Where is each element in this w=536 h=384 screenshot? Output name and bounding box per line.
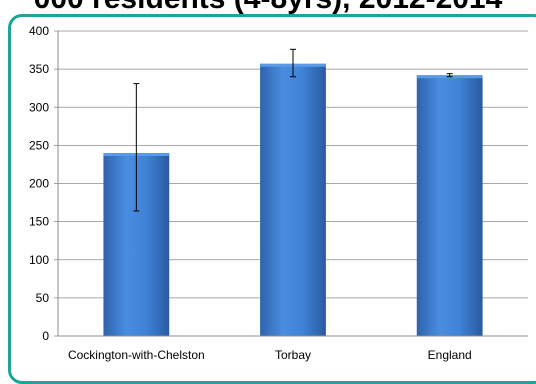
y-tick-label-350: 350 <box>29 62 49 76</box>
bar-2 <box>416 75 483 336</box>
error-bar-0 <box>133 83 140 212</box>
bar-1 <box>260 63 326 336</box>
y-tick-label-0: 0 <box>42 329 49 343</box>
x-category-label-1: Torbay <box>275 348 311 362</box>
y-tick-label-200: 200 <box>29 177 49 191</box>
y-tick-label-50: 50 <box>36 291 50 305</box>
bar-chart: 0 50 100 150 200 250 300 350 400 Cockington-with-… <box>29 24 528 362</box>
error-bar-1 <box>290 48 296 78</box>
y-tick-label-250: 250 <box>29 138 49 152</box>
y-tick-label-100: 100 <box>29 253 49 267</box>
x-category-label-2: England <box>428 348 472 362</box>
y-tick-label-150: 150 <box>29 215 49 229</box>
y-tick-label-400: 400 <box>29 24 49 38</box>
y-tick-label-300: 300 <box>29 100 49 114</box>
chart-title: 000 residents (4-8yrs), 2012-2014 <box>0 0 536 16</box>
error-bar-2 <box>446 73 453 78</box>
x-category-label-0: Cockington-with-Chelston <box>68 348 205 362</box>
